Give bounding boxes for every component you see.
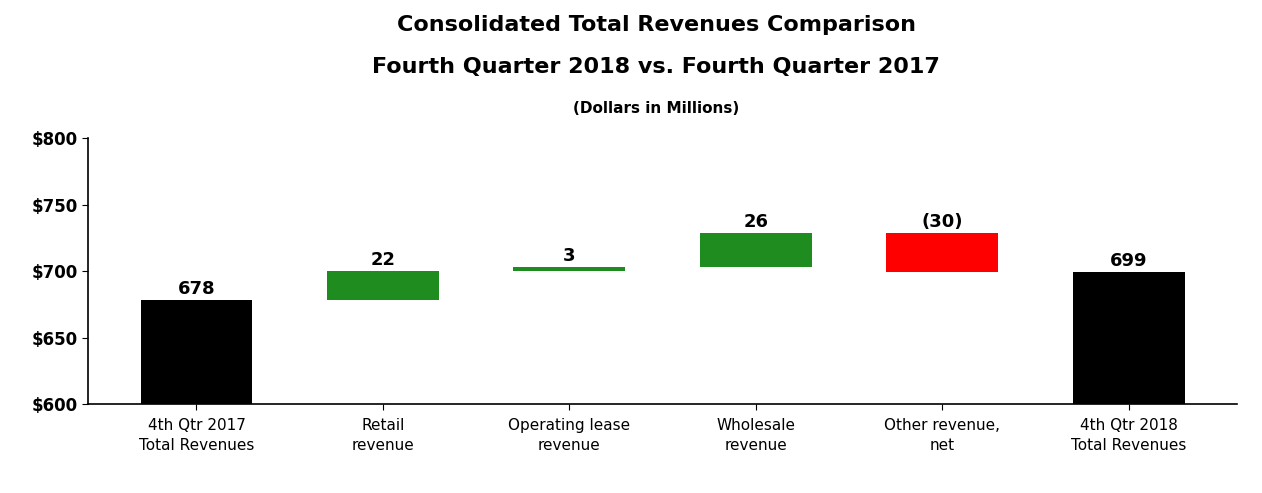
Bar [886, 233, 998, 273]
Text: (30): (30) [921, 212, 963, 231]
Text: 699: 699 [1109, 252, 1147, 271]
Text: Consolidated Total Revenues Comparison: Consolidated Total Revenues Comparison [396, 15, 916, 35]
Text: (Dollars in Millions): (Dollars in Millions) [573, 101, 740, 116]
Bar [1073, 273, 1185, 404]
Text: 3: 3 [563, 247, 575, 265]
Text: 22: 22 [371, 251, 395, 269]
Bar [327, 271, 439, 300]
Text: 678: 678 [178, 281, 216, 298]
Text: 26: 26 [743, 212, 769, 231]
Bar [140, 300, 252, 404]
Text: Fourth Quarter 2018 vs. Fourth Quarter 2017: Fourth Quarter 2018 vs. Fourth Quarter 2… [372, 57, 940, 77]
Bar [700, 233, 811, 267]
Bar [514, 267, 625, 271]
